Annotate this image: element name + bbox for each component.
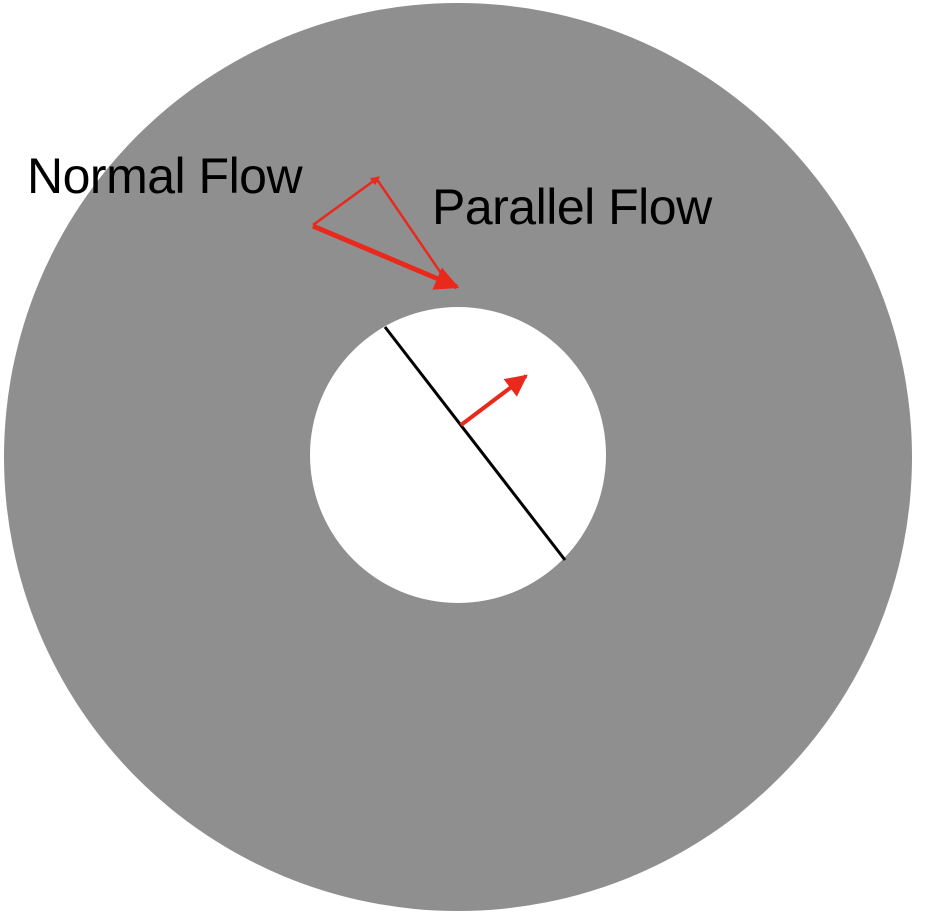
total-flow-arrow xyxy=(312,223,460,290)
inner-hole xyxy=(310,307,606,603)
parallel-flow-label: Parallel Flow xyxy=(432,179,713,235)
parallel-flow-arrow xyxy=(374,177,449,283)
normal-vector-arrow xyxy=(459,374,528,427)
cut-line xyxy=(383,326,567,561)
normal-flow-label: Normal Flow xyxy=(27,148,303,204)
normal-flow-arrow xyxy=(312,175,380,227)
